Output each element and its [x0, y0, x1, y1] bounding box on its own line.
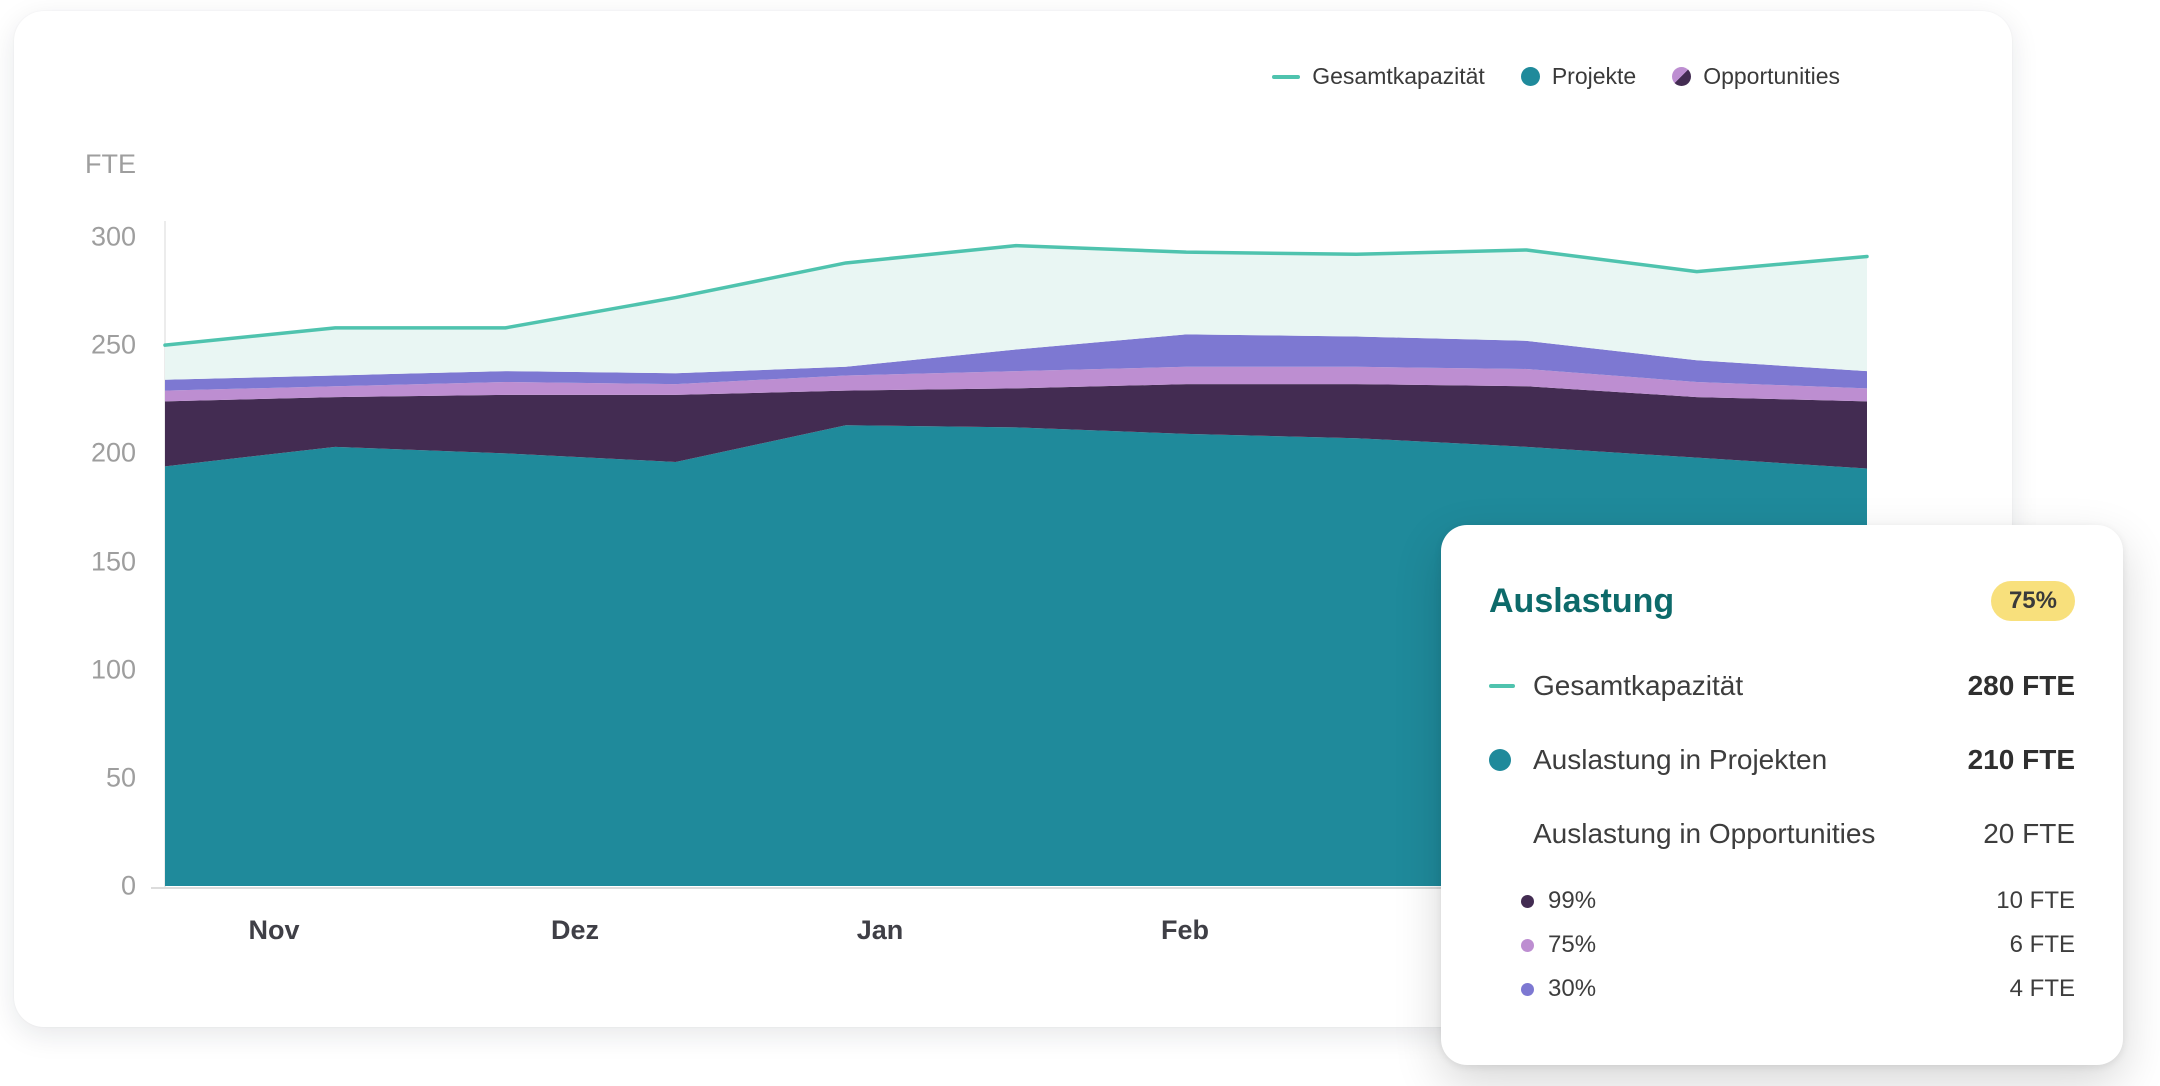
x-label-jan: Jan	[856, 915, 904, 945]
tooltip-subrow-99: 99% 10 FTE	[1521, 879, 2075, 923]
area-opportunities-30-	[165, 334, 1867, 391]
legend-label: Projekte	[1551, 63, 1637, 89]
capacity-line-icon	[1272, 74, 1301, 79]
opportunity-30-dot-icon	[1521, 982, 1534, 996]
area-opportunities-75-	[165, 366, 1867, 402]
y-tick-200: 200	[90, 437, 136, 468]
subrow-label: 30%	[1548, 975, 1597, 1002]
subrow-value: 10 FTE	[1996, 887, 2075, 914]
projects-dot-icon	[1520, 67, 1540, 86]
subrow-label: 99%	[1548, 887, 1597, 914]
row-value: 280 FTE	[1967, 670, 2075, 701]
tooltip-row-gesamtkapazitaet: Gesamtkapazität 280 FTE	[1489, 649, 2075, 723]
legend-label: Opportunities	[1703, 63, 1840, 89]
chart-legend: Gesamtkapazität Projekte Opportunities	[1272, 63, 1840, 90]
x-label-feb: Feb	[1160, 915, 1210, 945]
tooltip-row-opportunities: Auslastung in Opportunities 20 FTE	[1489, 797, 2075, 871]
row-value: 210 FTE	[1967, 744, 2075, 775]
opportunity-99-dot-icon	[1521, 894, 1534, 908]
row-label: Auslastung in Opportunities	[1533, 818, 1876, 849]
subrow-value: 4 FTE	[2009, 975, 2075, 1002]
row-label: Auslastung in Projekten	[1533, 744, 1828, 775]
row-value: 20 FTE	[1983, 818, 2075, 849]
legend-label: Gesamtkapazität	[1312, 63, 1485, 89]
y-tick-150: 150	[90, 546, 136, 577]
y-axis-title: FTE	[85, 149, 136, 179]
opportunities-split-dot-icon	[1672, 67, 1692, 86]
utilization-tooltip-card: Auslastung 75% Gesamtkapazität 280 FTE A…	[1441, 525, 2123, 1065]
tooltip-row-projekte: Auslastung in Projekten 210 FTE	[1489, 723, 2075, 797]
subrow-value: 6 FTE	[2009, 931, 2075, 958]
y-tick-300: 300	[90, 221, 136, 252]
y-tick-250: 250	[90, 329, 136, 360]
tooltip-title: Auslastung	[1489, 581, 1675, 620]
legend-item-gesamtkapazitaet[interactable]: Gesamtkapazität	[1272, 63, 1485, 90]
opportunity-breakdown: 99% 10 FTE 75% 6 FTE 30% 4 FTE	[1489, 879, 2075, 1011]
area-free-capacity	[165, 245, 1867, 380]
projects-dot-icon	[1489, 749, 1511, 771]
legend-item-projekte[interactable]: Projekte	[1520, 63, 1637, 90]
opportunity-75-dot-icon	[1521, 938, 1534, 952]
row-label: Gesamtkapazität	[1533, 670, 1744, 701]
capacity-line	[163, 243, 1869, 347]
y-tick-0: 0	[120, 870, 136, 901]
legend-item-opportunities[interactable]: Opportunities	[1672, 63, 1840, 90]
tooltip-header: Auslastung 75%	[1489, 581, 2075, 621]
y-tick-100: 100	[90, 654, 136, 685]
y-tick-50: 50	[105, 762, 136, 793]
x-label-dez: Dez	[550, 915, 600, 945]
x-label-nov: Nov	[248, 915, 300, 945]
tooltip-subrow-75: 75% 6 FTE	[1521, 923, 2075, 967]
subrow-label: 75%	[1548, 931, 1597, 958]
capacity-line-icon	[1489, 684, 1515, 688]
tooltip-subrow-30: 30% 4 FTE	[1521, 967, 2075, 1011]
utilization-badge: 75%	[1990, 581, 2075, 621]
area-opportunities-99-	[165, 384, 1867, 469]
